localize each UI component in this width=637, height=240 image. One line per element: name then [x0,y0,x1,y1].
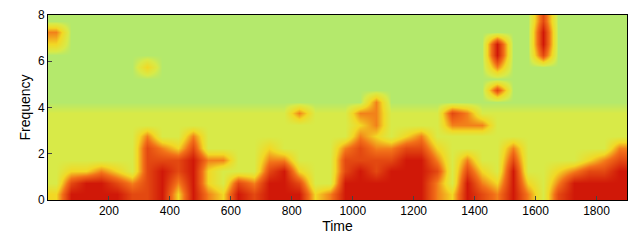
svg-text:Time: Time [322,218,353,234]
svg-text:1400: 1400 [461,204,488,218]
svg-text:8: 8 [38,8,45,22]
svg-text:0: 0 [38,193,45,207]
svg-text:1000: 1000 [339,204,366,218]
svg-text:2: 2 [38,147,45,161]
svg-text:1800: 1800 [583,204,610,218]
svg-text:1600: 1600 [522,204,549,218]
svg-text:600: 600 [221,204,241,218]
svg-text:Frequency: Frequency [17,74,33,140]
svg-text:6: 6 [38,54,45,68]
svg-text:1200: 1200 [400,204,427,218]
svg-text:400: 400 [160,204,180,218]
svg-text:4: 4 [38,101,45,115]
svg-text:200: 200 [99,204,119,218]
svg-text:800: 800 [282,204,302,218]
